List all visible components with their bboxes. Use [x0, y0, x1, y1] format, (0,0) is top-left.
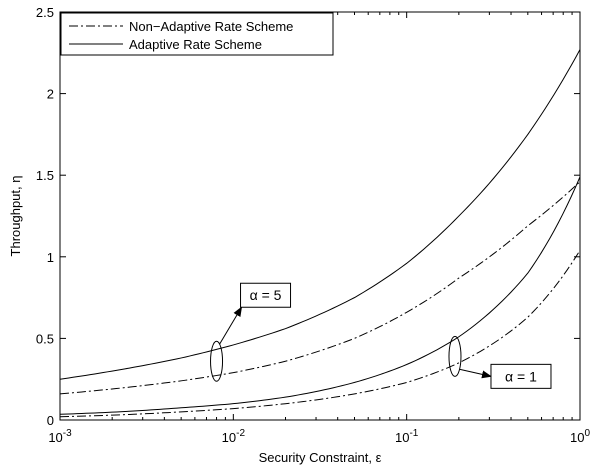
tick-group: 10-3 10-2 10-1 100 0 0.5 1 1.5 2 2.5 [36, 5, 591, 445]
x-tick-label: 10-2 [222, 428, 246, 445]
y-tick-label: 1 [47, 250, 54, 265]
x-tick-label: 10-3 [48, 428, 72, 445]
legend-label: Non−Adaptive Rate Scheme [129, 19, 293, 34]
annotation-label: α = 5 [250, 287, 282, 303]
annotation-arrow [459, 368, 492, 379]
annotation-arrow [219, 306, 243, 345]
y-tick-label: 1.5 [36, 168, 54, 183]
y-axis-label: Throughput, η [8, 176, 23, 257]
annotation-box [240, 282, 292, 308]
legend-box [60, 12, 334, 56]
x-axis-label: Security Constraint, ε [259, 450, 382, 465]
y-tick-label: 2 [47, 87, 54, 102]
y-tick-label: 0.5 [36, 331, 54, 346]
series-group [59, 49, 581, 418]
annotation-label: α = 1 [505, 368, 537, 384]
axes-box [59, 11, 581, 421]
series-line-adaptive-alpha-1 [59, 176, 581, 415]
annotation-group: α = 5 α = 1 [210, 282, 552, 389]
y-tick-label: 2.5 [36, 5, 54, 20]
annotation-ellipse [210, 340, 224, 382]
annotation-ellipse [448, 335, 462, 377]
legend: Non−Adaptive Rate Scheme Adaptive Rate Sc… [60, 12, 334, 56]
y-tick-label: 0 [47, 413, 54, 428]
x-tick-label: 10-1 [395, 428, 419, 445]
legend-label: Adaptive Rate Scheme [129, 37, 262, 52]
series-line-adaptive-alpha-5 [59, 49, 581, 380]
series-line-non-adaptive-alpha-1 [59, 250, 581, 418]
series-line-non-adaptive-alpha-5 [59, 181, 581, 395]
x-tick-label: 100 [570, 428, 590, 445]
annotation-box [490, 363, 552, 389]
